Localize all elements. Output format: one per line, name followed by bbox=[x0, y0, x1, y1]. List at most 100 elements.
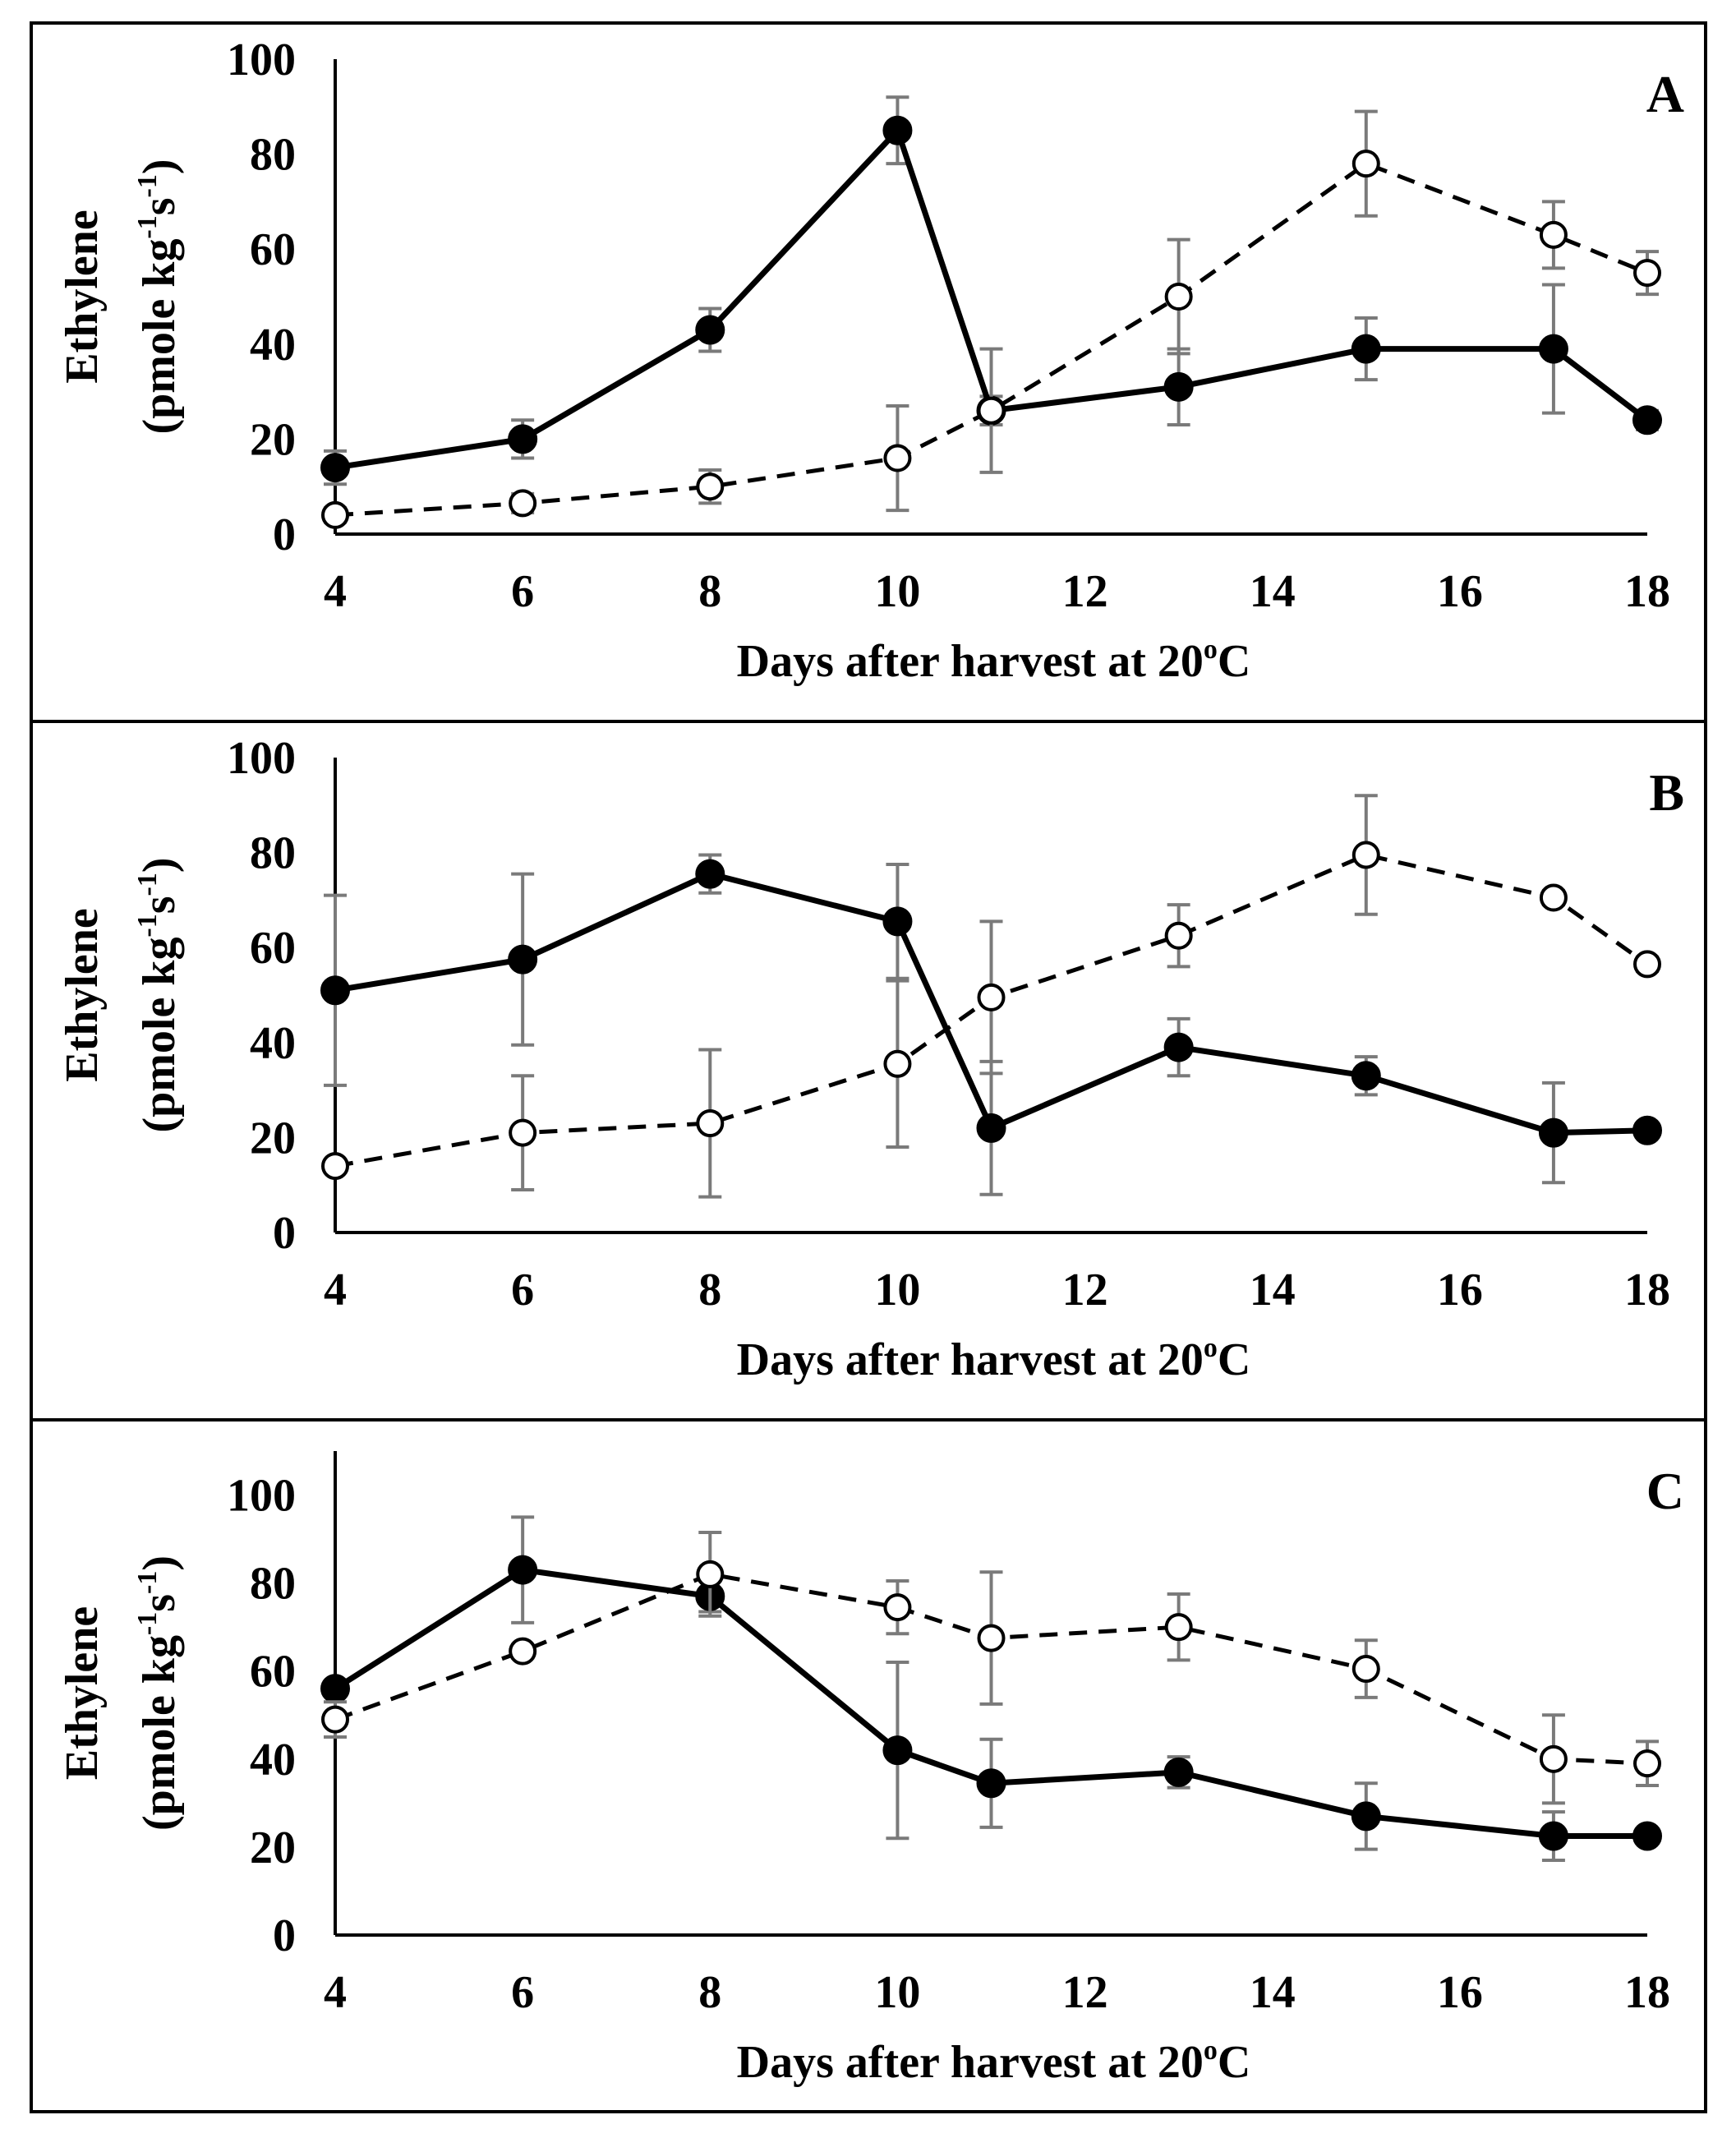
x-tick-label: 16 bbox=[1437, 566, 1483, 617]
data-point-open bbox=[1539, 883, 1568, 912]
x-tick-label: 8 bbox=[698, 1265, 721, 1316]
x-tick-label: 8 bbox=[698, 566, 721, 617]
data-point-open bbox=[883, 1049, 912, 1078]
data-point-filled bbox=[976, 1113, 1006, 1143]
x-tick-label: 12 bbox=[1062, 1967, 1108, 2018]
panel-a: 0 20 40 60 80 100 4 6 8 10 12 14 16 18 Days after harv… bbox=[57, 35, 1684, 687]
y-tick-label: 80 bbox=[250, 1559, 296, 1610]
y-tick-label: 20 bbox=[250, 414, 296, 465]
data-point-filled bbox=[508, 944, 538, 975]
x-tick-label: 10 bbox=[874, 1967, 920, 2018]
data-point-filled bbox=[1538, 334, 1568, 364]
x-tick-label: 6 bbox=[511, 1265, 534, 1316]
x-tick-label: 4 bbox=[324, 566, 347, 617]
x-tick-label: 12 bbox=[1062, 566, 1108, 617]
data-point-filled bbox=[976, 1768, 1006, 1799]
data-point-filled bbox=[1163, 1757, 1194, 1787]
y-tick-label: 0 bbox=[273, 1910, 296, 1961]
y-axis-label-line2: (pmole kg-1s-1) bbox=[132, 159, 185, 434]
series-filled bbox=[320, 853, 1662, 1196]
x-axis-label: Days after harvest at 20oC bbox=[737, 1333, 1251, 1385]
data-point-filled bbox=[1351, 1061, 1381, 1091]
data-point-filled bbox=[320, 975, 350, 1006]
y-tick-label: 100 bbox=[227, 1471, 296, 1522]
data-point-filled bbox=[1538, 1117, 1568, 1148]
panel-c: 0 20 40 60 80 100 4 6 8 10 12 14 16 18 Days after harv… bbox=[57, 1451, 1684, 2088]
data-point-filled bbox=[1351, 334, 1381, 364]
y-tick-label: 60 bbox=[250, 1647, 296, 1698]
series-open bbox=[321, 1531, 1661, 1805]
x-tick-label: 6 bbox=[511, 1967, 534, 2018]
y-tick-label: 0 bbox=[273, 1208, 296, 1259]
y-tick-label: 80 bbox=[250, 828, 296, 879]
data-point-filled bbox=[882, 115, 913, 145]
data-point-filled bbox=[1632, 405, 1662, 435]
y-tick-label: 0 bbox=[273, 509, 296, 560]
x-tick-label: 6 bbox=[511, 566, 534, 617]
data-point-filled bbox=[1632, 1115, 1662, 1145]
panel-letter: C bbox=[1646, 1462, 1684, 1520]
x-tick-label: 12 bbox=[1062, 1265, 1108, 1316]
data-point-open bbox=[1352, 1655, 1380, 1684]
data-point-open bbox=[1539, 220, 1568, 249]
series-line-open bbox=[334, 161, 1648, 518]
y-tick-label: 60 bbox=[250, 224, 296, 275]
data-point-open bbox=[1164, 921, 1193, 950]
data-point-filled bbox=[1632, 1821, 1662, 1851]
y-axis-label-line2: (pmole kg-1s-1) bbox=[132, 857, 185, 1132]
data-point-filled bbox=[882, 1735, 913, 1766]
data-point-open bbox=[1633, 1749, 1661, 1778]
y-axis-label-line1: Ethylene bbox=[57, 1606, 108, 1781]
x-axis-label: Days after harvest at 20oC bbox=[737, 2035, 1251, 2088]
y-tick-label: 40 bbox=[250, 1018, 296, 1069]
data-point-open bbox=[1633, 259, 1661, 288]
panel-b: 0 20 40 60 80 100 4 6 8 10 12 14 16 18 Days after harv… bbox=[57, 733, 1684, 1385]
data-point-open bbox=[696, 1560, 725, 1588]
y-axis-label-line2: (pmole kg-1s-1) bbox=[132, 1555, 185, 1831]
figure-frame bbox=[30, 21, 1707, 2113]
series-filled bbox=[320, 1515, 1662, 1862]
data-point-open bbox=[977, 396, 1006, 425]
y-tick-label: 100 bbox=[227, 733, 296, 784]
data-point-open bbox=[509, 489, 537, 518]
data-point-open bbox=[1164, 1613, 1193, 1642]
data-point-open bbox=[321, 1152, 349, 1181]
x-tick-label: 14 bbox=[1250, 1265, 1296, 1316]
data-point-open bbox=[321, 500, 349, 529]
x-axis-label: Days after harvest at 20oC bbox=[737, 634, 1251, 687]
y-axis-label-line1: Ethylene bbox=[57, 908, 108, 1082]
data-point-open bbox=[509, 1118, 537, 1147]
x-tick-label: 16 bbox=[1437, 1967, 1483, 2018]
series-open bbox=[321, 109, 1661, 529]
y-tick-label: 40 bbox=[250, 1735, 296, 1786]
x-tick-label: 18 bbox=[1624, 1967, 1670, 2018]
y-tick-label: 60 bbox=[250, 923, 296, 974]
x-tick-label: 14 bbox=[1250, 1967, 1296, 2018]
data-point-filled bbox=[882, 906, 913, 937]
x-tick-label: 16 bbox=[1437, 1265, 1483, 1316]
data-point-filled bbox=[695, 859, 725, 889]
data-point-filled bbox=[1163, 1032, 1194, 1062]
y-tick-label: 40 bbox=[250, 320, 296, 371]
x-tick-label: 8 bbox=[698, 1967, 721, 2018]
data-point-open bbox=[1352, 841, 1380, 869]
data-point-filled bbox=[508, 1555, 538, 1585]
data-point-open bbox=[696, 1109, 725, 1138]
data-point-filled bbox=[1163, 371, 1194, 402]
data-point-open bbox=[977, 983, 1006, 1011]
data-point-filled bbox=[508, 424, 538, 454]
data-point-open bbox=[696, 472, 725, 501]
data-point-filled bbox=[695, 315, 725, 345]
x-tick-label: 14 bbox=[1250, 566, 1296, 617]
data-point-open bbox=[509, 1637, 537, 1666]
y-tick-label: 20 bbox=[250, 1822, 296, 1873]
data-point-filled bbox=[320, 453, 350, 483]
data-point-open bbox=[883, 1593, 912, 1622]
data-point-open bbox=[883, 444, 912, 472]
data-point-open bbox=[977, 1624, 1006, 1652]
panel-letter: B bbox=[1649, 763, 1684, 822]
panel-letter: A bbox=[1646, 65, 1684, 123]
series-open bbox=[321, 794, 1661, 1199]
x-tick-label: 18 bbox=[1624, 1265, 1670, 1316]
